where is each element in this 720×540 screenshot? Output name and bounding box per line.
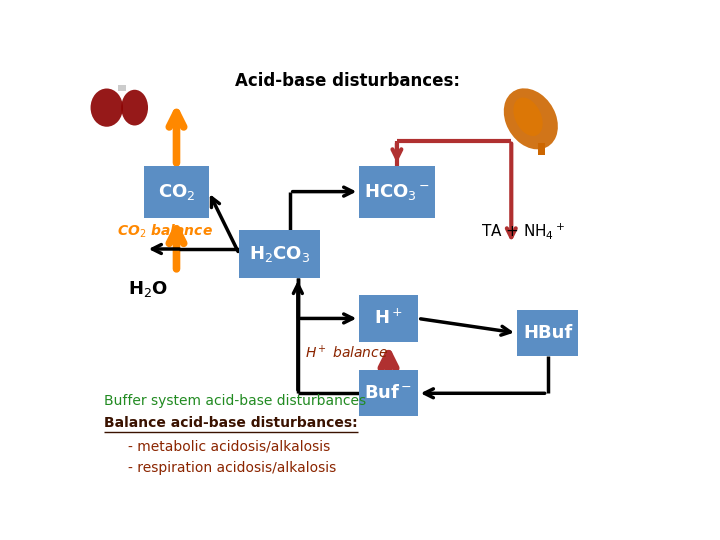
Text: H$_2$O: H$_2$O [128, 279, 168, 299]
Text: Buffer system acid-base disturbances: Buffer system acid-base disturbances [104, 394, 366, 408]
Text: - respiration acidosis/alkalosis: - respiration acidosis/alkalosis [128, 461, 336, 475]
Text: Buf$^-$: Buf$^-$ [364, 384, 413, 402]
Text: CO$_2$: CO$_2$ [158, 181, 195, 201]
Text: TA + NH$_4$$^+$: TA + NH$_4$$^+$ [481, 221, 564, 241]
Text: Balance acid-base disturbances:: Balance acid-base disturbances: [104, 416, 358, 430]
Text: H$^+$: H$^+$ [374, 309, 403, 328]
FancyBboxPatch shape [517, 310, 578, 356]
Text: CO$_2$ balance: CO$_2$ balance [117, 222, 212, 240]
FancyBboxPatch shape [359, 294, 418, 342]
Text: - metabolic acidosis/alkalosis: - metabolic acidosis/alkalosis [128, 440, 330, 454]
FancyBboxPatch shape [538, 143, 545, 156]
Text: HCO$_3$$^-$: HCO$_3$$^-$ [364, 181, 430, 201]
Text: HBuf: HBuf [523, 324, 572, 342]
Ellipse shape [504, 89, 558, 150]
Ellipse shape [121, 90, 148, 125]
FancyBboxPatch shape [145, 166, 209, 218]
Text: H$^+$ balance: H$^+$ balance [305, 344, 388, 361]
Text: Acid-base disturbances:: Acid-base disturbances: [235, 72, 460, 90]
FancyBboxPatch shape [118, 85, 126, 91]
Ellipse shape [91, 89, 123, 127]
FancyBboxPatch shape [239, 230, 320, 278]
FancyBboxPatch shape [359, 370, 418, 416]
Text: H$_2$CO$_3$: H$_2$CO$_3$ [249, 244, 310, 264]
FancyBboxPatch shape [359, 166, 435, 218]
Ellipse shape [513, 98, 543, 136]
